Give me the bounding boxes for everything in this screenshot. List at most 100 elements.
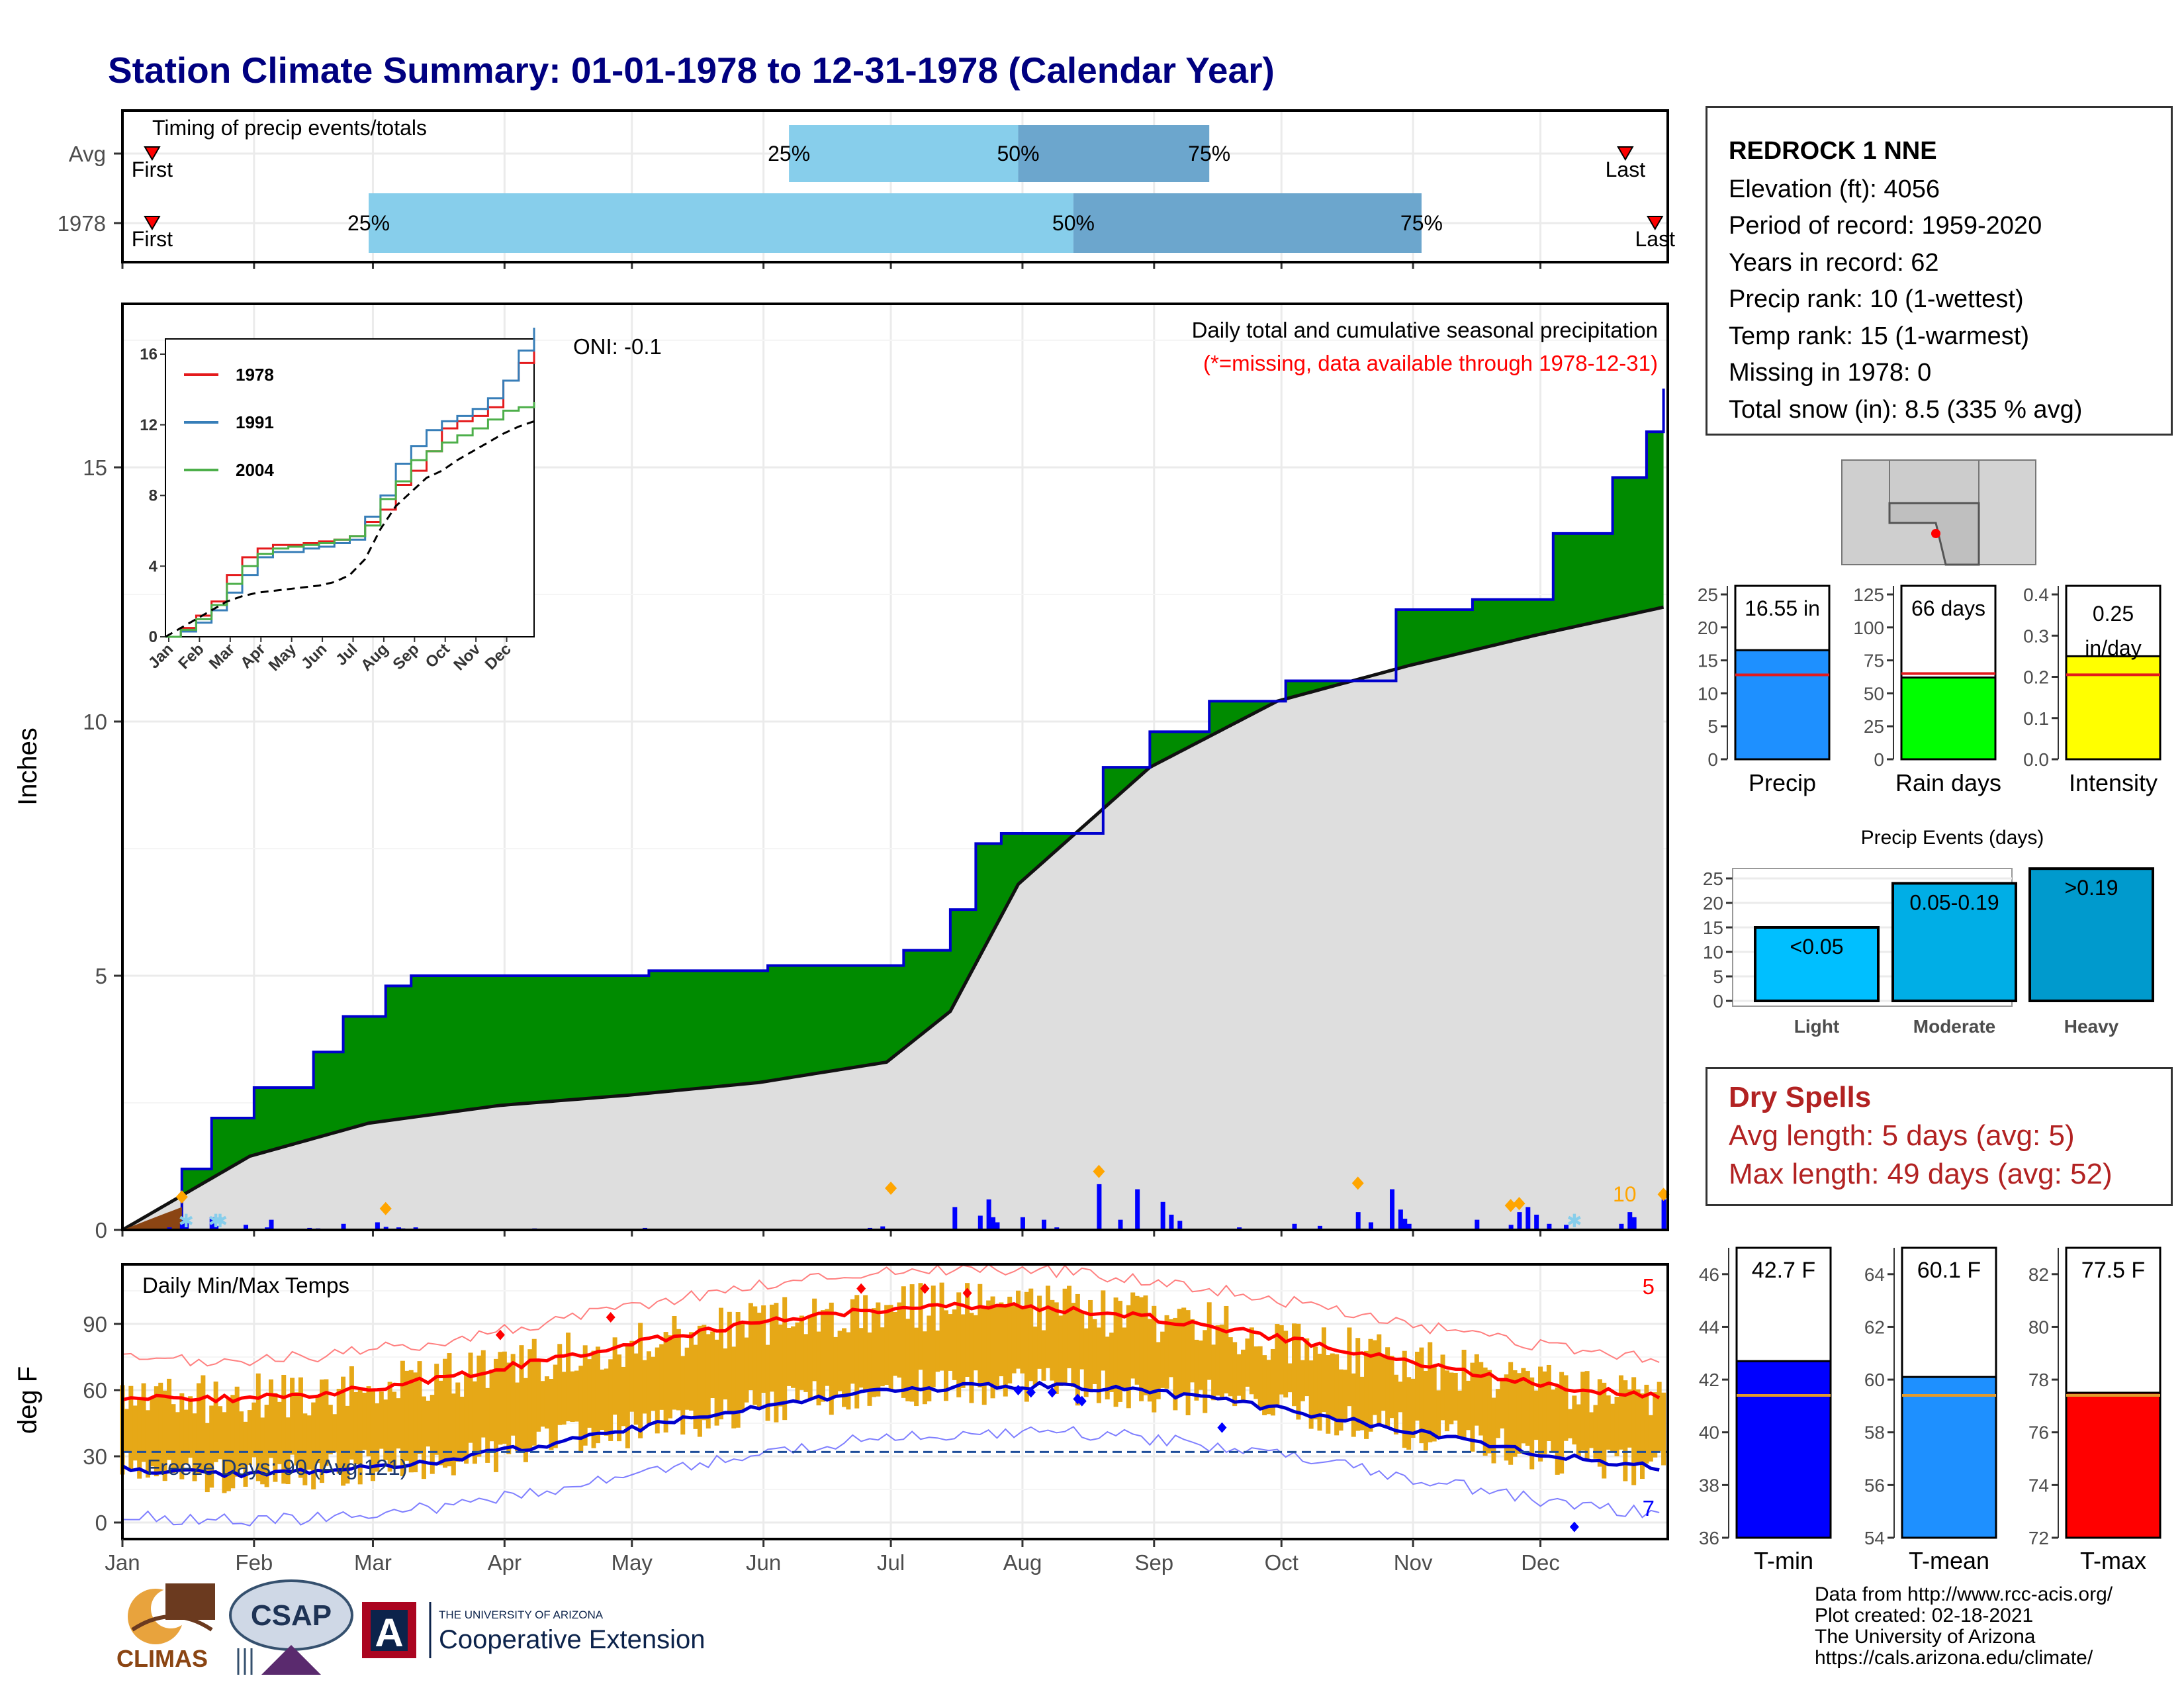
daily-temp-bar xyxy=(1393,1374,1398,1434)
daily-temp-bar xyxy=(1576,1404,1581,1458)
timing-frame xyxy=(121,109,1669,263)
precip-record-count: 10 xyxy=(1613,1182,1637,1206)
arizona-map xyxy=(1841,459,2036,566)
daily-temp-bar xyxy=(1410,1378,1416,1438)
daily-temp-bar xyxy=(710,1331,715,1399)
daily-temp-bar xyxy=(1610,1403,1615,1452)
events-bar-label: Light xyxy=(1794,1016,1839,1037)
summary-bar-value-unit: in/day xyxy=(2085,636,2141,660)
daily-temp-bar xyxy=(651,1356,656,1411)
daily-temp-bar xyxy=(1028,1288,1034,1382)
daily-temp-bar xyxy=(1584,1371,1590,1460)
daily-temp-bar xyxy=(1075,1293,1080,1406)
daily-temp-bar xyxy=(1185,1310,1191,1415)
daily-temp-bar xyxy=(137,1397,142,1479)
timing-iqr-low-bar xyxy=(789,125,1019,182)
events-y-tick-label: 0 xyxy=(1713,991,1723,1011)
temp-bar-y-tick-label: 40 xyxy=(1699,1423,1719,1443)
page-title: Station Climate Summary: 01-01-1978 to 1… xyxy=(108,50,1275,91)
daily-temp-bar xyxy=(952,1309,957,1380)
daily-temp-bar xyxy=(472,1381,477,1464)
daily-temp-bar xyxy=(408,1370,414,1473)
daily-precip-bar xyxy=(214,1225,219,1230)
temp-bar-y-tick-label: 80 xyxy=(2028,1317,2049,1337)
daily-temp-bar xyxy=(1326,1355,1331,1434)
daily-temp-bar xyxy=(1364,1350,1369,1439)
daily-temp-bar xyxy=(281,1374,287,1484)
temp-chart-title: Daily Min/Max Temps xyxy=(142,1273,349,1297)
month-label: Sep xyxy=(1134,1550,1173,1575)
daily-temp-bar xyxy=(1567,1409,1572,1438)
daily-temp-bar xyxy=(357,1387,363,1485)
daily-temp-bar xyxy=(735,1311,741,1428)
daily-temp-bar xyxy=(1296,1323,1301,1420)
daily-temp-bar xyxy=(1347,1327,1352,1407)
logos: CLIMAS CSAP A THE UNIVERSITY OF ARIZONA … xyxy=(116,1579,705,1675)
last-event-label: Last xyxy=(1635,227,1676,251)
daily-temp-bar xyxy=(795,1322,800,1401)
daily-precip-bar xyxy=(1317,1225,1322,1230)
daily-temp-bar xyxy=(965,1283,970,1377)
daily-temp-bar xyxy=(510,1354,516,1436)
month-label: Apr xyxy=(488,1550,522,1575)
daily-temp-bar xyxy=(328,1405,333,1455)
daily-temp-bar xyxy=(825,1309,830,1386)
daily-temp-bar xyxy=(1045,1286,1050,1368)
temp-bar-y-tick-label: 54 xyxy=(1864,1528,1885,1548)
daily-temp-bar xyxy=(162,1390,167,1481)
temp-bars: 36 38 40 42 44 46 42.7 F T-min 54 56 58 60 62 64 60.1 … xyxy=(1699,1246,2161,1574)
daily-temp-bar xyxy=(714,1339,719,1426)
summary-bar xyxy=(2065,655,2161,761)
temp-y-tick-label: 60 xyxy=(83,1378,107,1403)
daily-precip-bar xyxy=(986,1199,991,1230)
last-event-marker xyxy=(1617,146,1634,161)
daily-temp-bar xyxy=(455,1382,461,1462)
daily-temp-bar xyxy=(863,1295,868,1390)
daily-temp-bar xyxy=(553,1364,558,1448)
daily-temp-bar xyxy=(1453,1372,1458,1421)
daily-temp-bar xyxy=(761,1305,766,1393)
daily-precip-bar xyxy=(880,1226,886,1230)
month-axis: Jan Feb Mar Apr May Jun Jul Aug Sep Oct Nov Dec xyxy=(105,1539,1560,1575)
daily-temp-bar xyxy=(1011,1305,1017,1374)
daily-temp-bar xyxy=(396,1398,401,1449)
university-of-arizona-logo: A THE UNIVERSITY OF ARIZONA Cooperative … xyxy=(362,1602,705,1658)
daily-temp-bar xyxy=(1428,1342,1433,1442)
daily-temp-bar xyxy=(188,1396,193,1458)
daily-temp-bar xyxy=(922,1331,927,1405)
daily-temp-bar xyxy=(196,1383,201,1474)
daily-temp-bar xyxy=(1657,1382,1662,1452)
daily-temp-bar xyxy=(1058,1315,1064,1386)
precip-y-tick-label: 5 xyxy=(95,964,107,988)
temp-bar-value-label: 42.7 F xyxy=(1752,1258,1815,1283)
temp-panel: 0 30 60 90 deg F Daily Min/Max Temps Freeze Da… xyxy=(13,1263,1669,1540)
temp-frame xyxy=(121,1263,1669,1540)
daily-temp-bar xyxy=(931,1286,936,1387)
daily-temp-bar xyxy=(1228,1337,1233,1397)
daily-temp-bar xyxy=(1504,1374,1509,1461)
summary-bars: 0 5 10 15 20 25 16.55 in Precip 0 25 50 75 100 125 66 … xyxy=(1698,585,2161,796)
daily-precip-bar xyxy=(1020,1217,1025,1230)
csap-logo-text: CSAP xyxy=(251,1599,332,1632)
daily-temp-bar xyxy=(1631,1377,1637,1485)
daily-temp-bar xyxy=(1648,1415,1653,1462)
daily-temp-bar xyxy=(379,1391,384,1449)
summary-bar-y-tick-label: 0.2 xyxy=(2023,667,2049,688)
daily-temp-bar xyxy=(854,1295,860,1409)
daily-temp-bar xyxy=(480,1350,486,1438)
daily-temp-bar xyxy=(234,1386,240,1477)
summary-bar-label: Precip xyxy=(1749,769,1816,796)
daily-temp-bar xyxy=(319,1380,324,1483)
daily-temp-bar xyxy=(697,1325,702,1437)
summary-bar-y-tick-label: 0.3 xyxy=(2023,626,2049,646)
daily-temp-bar xyxy=(608,1359,614,1441)
daily-temp-bar xyxy=(506,1362,512,1454)
daily-temp-bar xyxy=(1139,1297,1144,1401)
record-low-marker xyxy=(1026,1387,1036,1398)
daily-temp-bar xyxy=(816,1331,821,1406)
daily-temp-bar xyxy=(1083,1328,1089,1397)
inset-y-tick-label: 8 xyxy=(149,487,158,505)
daily-temp-bar xyxy=(782,1297,788,1421)
daily-temp-bar xyxy=(884,1305,889,1385)
daily-temp-bar xyxy=(158,1382,163,1474)
